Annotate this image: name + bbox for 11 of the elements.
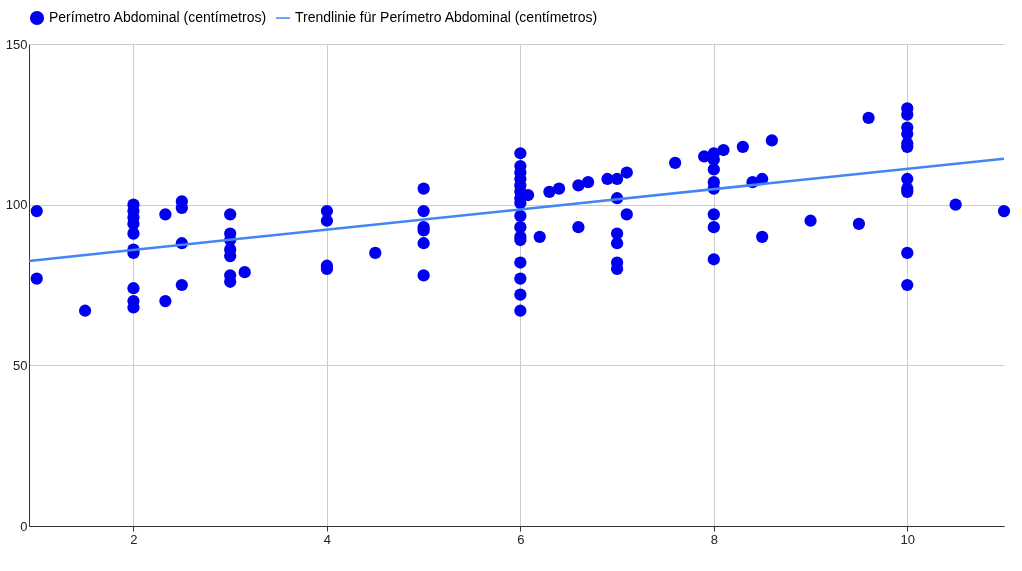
y-tick-label: 0 (20, 518, 28, 534)
x-tick-label: 8 (710, 531, 718, 547)
y-tick-label: 50 (13, 357, 28, 373)
x-tick-label: 6 (517, 531, 525, 547)
x-tick-label: 4 (323, 531, 332, 547)
y-tick-label: 100 (5, 197, 28, 213)
legend-label: Trendlinie für Perímetro Abdominal (centímetros) (295, 9, 598, 25)
x-tick-label: 2 (130, 531, 138, 547)
y-tick-label: 150 (5, 36, 28, 52)
legend-label: Perímetro Abdominal (centímetros) (49, 9, 267, 25)
x-tick-label: 10 (900, 531, 916, 547)
